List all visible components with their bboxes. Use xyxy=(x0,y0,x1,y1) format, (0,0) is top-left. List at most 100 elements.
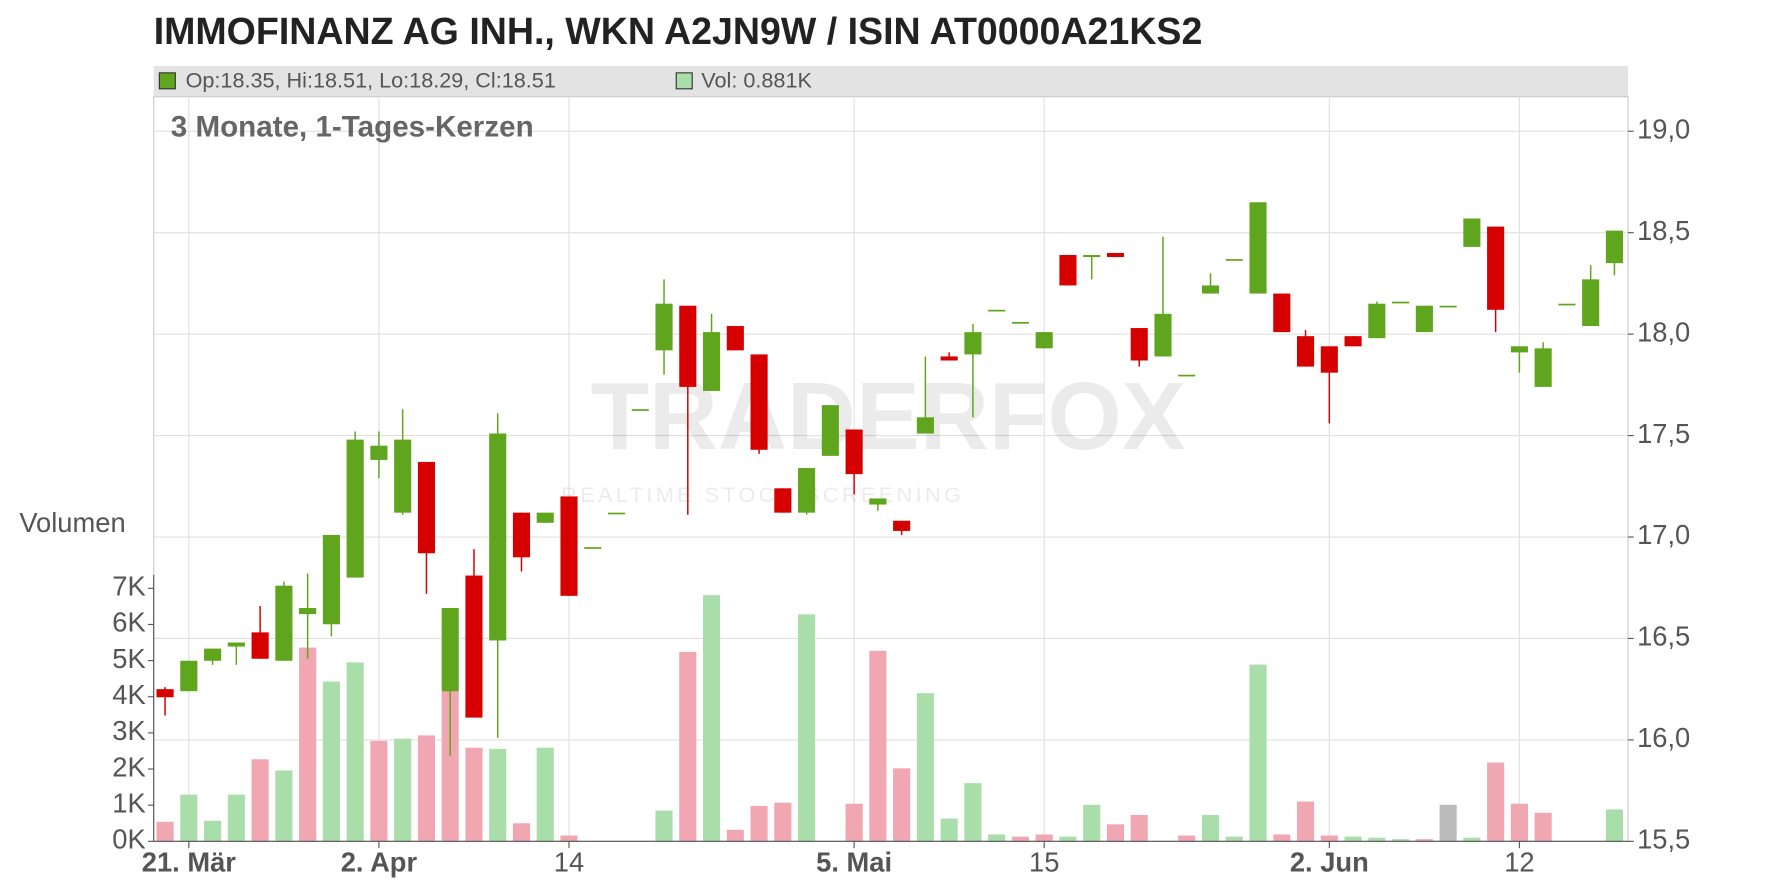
y-tick-label: 19,0 xyxy=(1637,113,1690,144)
volume-bar xyxy=(1510,803,1528,842)
chart-title: IMMOFINANZ AG INH., WKN A2JN9W / ISIN AT… xyxy=(154,10,1203,52)
candle-body xyxy=(750,354,768,450)
y-tick-label: 16,0 xyxy=(1637,722,1690,753)
volume-tick-label: 6K xyxy=(112,607,145,638)
candle-body xyxy=(346,439,364,578)
volume-bar xyxy=(560,835,578,842)
volume-tick-label: 5K xyxy=(112,643,145,674)
volume-bar xyxy=(988,834,1006,842)
volume-bar xyxy=(893,768,911,842)
volume-axis-label: Volumen xyxy=(19,507,125,538)
candle-body xyxy=(322,534,340,625)
candle-body xyxy=(227,642,245,647)
candle-body xyxy=(1510,346,1528,353)
x-tick-label: 2. Apr xyxy=(341,846,418,877)
volume-bar xyxy=(204,820,222,842)
x-tick-label: 21. Mär xyxy=(142,846,236,877)
candle-body xyxy=(1249,202,1267,294)
candle-body xyxy=(156,689,174,698)
candle-body xyxy=(1463,218,1481,247)
candle-body xyxy=(417,461,435,554)
volume-bar xyxy=(1178,835,1196,842)
volume-bar xyxy=(1249,664,1267,842)
volume-bar xyxy=(322,681,340,842)
candle-body xyxy=(584,547,602,549)
volume-bar xyxy=(417,735,435,842)
volume-bar xyxy=(275,770,293,842)
candle-body xyxy=(607,512,626,515)
ohlc-swatch xyxy=(158,72,176,90)
candle-body xyxy=(1011,321,1029,324)
y-tick-label: 16,5 xyxy=(1637,621,1690,652)
candle-body xyxy=(1083,255,1101,258)
candle-body xyxy=(180,660,198,692)
volume-bar xyxy=(916,693,934,842)
candle-body xyxy=(465,575,483,718)
candle-body xyxy=(1225,259,1243,261)
y-tick-label: 18,0 xyxy=(1637,316,1690,347)
volume-bar xyxy=(1297,801,1315,842)
header-ohlc: Op:18.35, Hi:18.51, Lo:18.29, Cl:18.51 xyxy=(186,68,556,93)
candle-body xyxy=(1582,279,1600,327)
volume-bar xyxy=(1368,837,1386,842)
candle-body xyxy=(1534,348,1552,387)
x-tick-label: 14 xyxy=(554,846,584,877)
volume-bar xyxy=(489,748,507,842)
volume-bar xyxy=(536,747,554,842)
volume-bar xyxy=(1344,836,1362,842)
volume-bar xyxy=(1605,809,1623,842)
candle-body xyxy=(1605,230,1623,264)
candle-body xyxy=(1178,374,1196,377)
candle-body xyxy=(679,305,697,387)
candle-body xyxy=(893,520,911,531)
volume-bar xyxy=(1273,834,1291,842)
volume-bar xyxy=(251,759,269,842)
volume-bar xyxy=(465,747,483,842)
candle-body xyxy=(1035,332,1053,349)
candle-body xyxy=(703,332,721,391)
marks xyxy=(156,202,1623,842)
candle-body xyxy=(275,585,293,661)
volume-bar xyxy=(1534,812,1552,842)
subtitle: 3 Monate, 1-Tages-Kerzen xyxy=(171,110,534,143)
volume-bar xyxy=(1392,839,1410,842)
volume-bar xyxy=(180,794,198,842)
volume-bar xyxy=(370,740,388,842)
volume-bar xyxy=(346,662,364,842)
candle-body xyxy=(1392,301,1410,304)
candle-body xyxy=(798,468,816,513)
volume-bar xyxy=(1035,834,1053,842)
candle-body xyxy=(964,332,982,355)
volume-bar xyxy=(156,821,174,842)
volume-bar xyxy=(845,803,863,842)
volume-tick-label: 2K xyxy=(112,751,145,782)
candle-body xyxy=(394,439,412,513)
candle-body xyxy=(1487,226,1505,310)
volume-bar xyxy=(1320,835,1338,842)
candle-body xyxy=(869,498,887,505)
volume-tick-label: 4K xyxy=(112,679,145,710)
volume-bar xyxy=(655,810,673,842)
volume-bar xyxy=(774,802,792,842)
candle-body xyxy=(560,496,578,596)
x-tick-label: 12 xyxy=(1504,846,1534,877)
candle-body xyxy=(1297,336,1315,367)
candle-body xyxy=(1273,293,1291,333)
volume-bar xyxy=(869,650,887,842)
candle-body xyxy=(1558,303,1576,306)
volume-bar xyxy=(1059,836,1077,842)
volume-bar xyxy=(750,805,768,842)
volume-bar xyxy=(1201,814,1220,842)
volume-bar xyxy=(227,794,245,842)
candle-body xyxy=(299,608,317,615)
candle-body xyxy=(536,512,554,523)
volume-bar xyxy=(1415,839,1433,842)
volume-bar xyxy=(512,823,531,842)
header-volume: Vol: 0.881K xyxy=(701,68,812,93)
candle-body xyxy=(988,309,1006,312)
volume-bar xyxy=(1106,824,1125,842)
y-tick-label: 17,5 xyxy=(1637,418,1690,449)
y-tick-label: 17,0 xyxy=(1637,519,1690,550)
